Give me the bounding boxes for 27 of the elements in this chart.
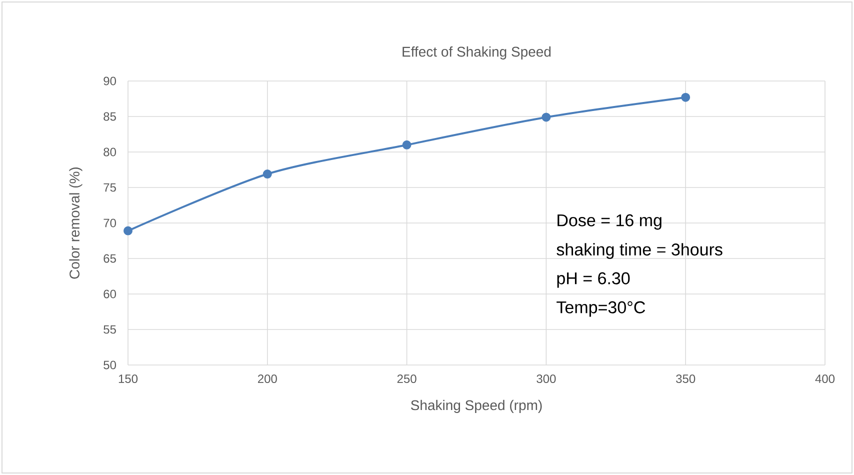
y-tick-label: 90 (104, 76, 116, 86)
x-tick-label: 200 (258, 374, 277, 384)
y-tick-label: 75 (104, 183, 116, 192)
x-tick-label: 150 (118, 374, 138, 384)
x-axis-title: Shaking Speed (rpm) (411, 400, 542, 413)
point (262, 170, 272, 179)
y-tick-label: 80 (104, 148, 116, 156)
annotation: shaking time = 3hours (556, 243, 722, 259)
point (542, 112, 551, 122)
y-tick-label: 50 (104, 360, 116, 370)
y-tick-label: 55 (104, 325, 116, 334)
y-tick-label: 60 (104, 290, 116, 298)
x-tick-label: 400 (815, 374, 835, 384)
point (681, 92, 690, 102)
y-tick-label: 85 (104, 112, 116, 121)
annotation: Temp=30°C (556, 301, 646, 317)
y-axis-title: Color removal (%) (69, 168, 82, 279)
point (124, 226, 132, 236)
y-tick-label: 65 (104, 254, 116, 263)
annotation: pH = 6.30 (557, 272, 630, 288)
chart-title: Effect of Shaking Speed (402, 46, 551, 60)
y-tick-label: 70 (104, 218, 116, 228)
annotation: Dose = 16 mg (558, 214, 662, 230)
x-tick-label: 250 (397, 374, 416, 384)
point (402, 140, 412, 150)
x-tick-label: 300 (536, 374, 556, 384)
x-tick-label: 350 (676, 374, 696, 384)
